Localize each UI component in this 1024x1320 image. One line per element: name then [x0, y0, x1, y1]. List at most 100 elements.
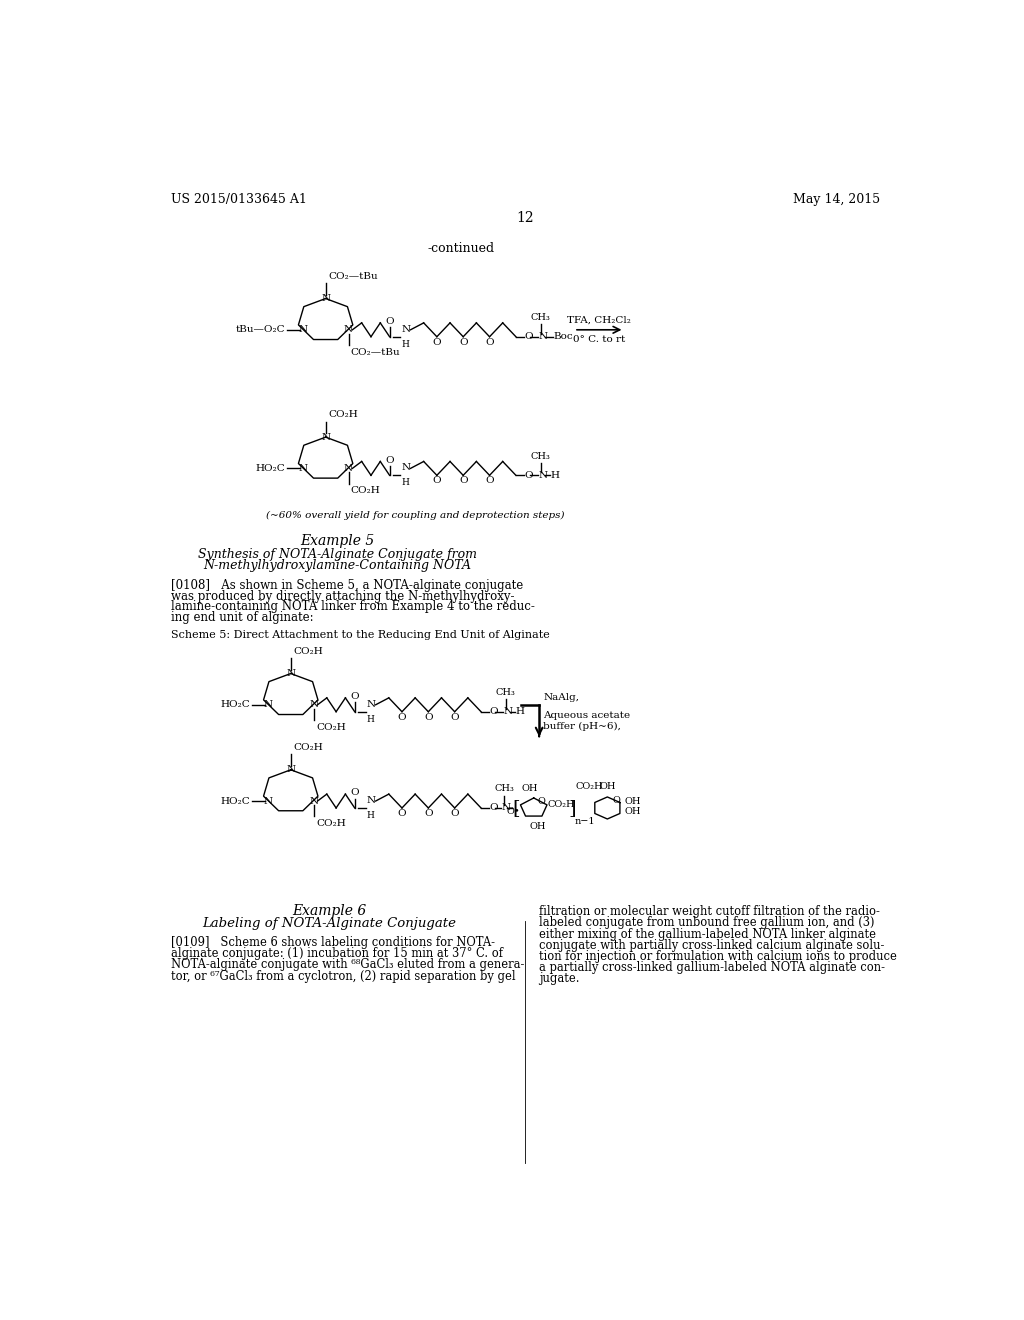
- Text: H: H: [551, 471, 560, 480]
- Text: CO₂H: CO₂H: [548, 800, 575, 809]
- Text: N: N: [401, 463, 411, 473]
- Text: US 2015/0133645 A1: US 2015/0133645 A1: [171, 193, 306, 206]
- Text: Example 6: Example 6: [293, 904, 367, 917]
- Text: N: N: [539, 471, 548, 480]
- Text: O: O: [432, 477, 441, 486]
- Text: N: N: [401, 325, 411, 334]
- Text: N: N: [539, 333, 548, 342]
- Text: O: O: [397, 809, 407, 818]
- Text: O: O: [612, 796, 621, 805]
- Text: May 14, 2015: May 14, 2015: [793, 193, 880, 206]
- Text: 12: 12: [516, 211, 534, 224]
- Text: [0108]   As shown in Scheme 5, a NOTA-alginate conjugate: [0108] As shown in Scheme 5, a NOTA-algi…: [171, 579, 523, 591]
- Text: N: N: [309, 701, 318, 709]
- Text: CO₂H: CO₂H: [293, 647, 323, 656]
- Text: N: N: [367, 700, 376, 709]
- Text: lamine-containing NOTA linker from Example 4 to the reduc-: lamine-containing NOTA linker from Examp…: [171, 601, 535, 614]
- Text: O: O: [459, 338, 468, 347]
- Text: O: O: [424, 809, 433, 818]
- Text: 0° C. to rt: 0° C. to rt: [573, 335, 626, 345]
- Text: O: O: [350, 788, 359, 797]
- Text: tBu—O₂C: tBu—O₂C: [236, 325, 285, 334]
- Text: ]: ]: [568, 799, 577, 817]
- Text: O: O: [397, 713, 407, 722]
- Text: was produced by directly attaching the N-methylhydroxy-: was produced by directly attaching the N…: [171, 590, 514, 603]
- Text: CH₃: CH₃: [495, 784, 514, 793]
- Text: N: N: [286, 669, 295, 678]
- Text: OH: OH: [529, 822, 546, 830]
- Text: CO₂—tBu: CO₂—tBu: [328, 272, 378, 281]
- Text: OH: OH: [625, 797, 641, 807]
- Text: CH₃: CH₃: [530, 313, 551, 322]
- Text: N: N: [322, 294, 330, 304]
- Text: N: N: [344, 463, 353, 473]
- Text: O: O: [485, 338, 494, 347]
- Text: O: O: [451, 809, 459, 818]
- Text: n−1: n−1: [574, 817, 595, 826]
- Text: O•: O•: [506, 808, 520, 816]
- Text: CO₂H: CO₂H: [575, 781, 603, 791]
- Text: N: N: [286, 766, 295, 775]
- Text: filtration or molecular weight cutoff filtration of the radio-: filtration or molecular weight cutoff fi…: [539, 906, 880, 919]
- Text: Synthesis of NOTA-Alginate Conjugate from: Synthesis of NOTA-Alginate Conjugate fro…: [198, 548, 477, 561]
- Text: a partially cross-linked gallium-labeled NOTA alginate con-: a partially cross-linked gallium-labeled…: [539, 961, 885, 974]
- Text: H: H: [367, 810, 374, 820]
- Text: O: O: [489, 804, 499, 813]
- Text: Aqueous acetate: Aqueous acetate: [543, 711, 630, 719]
- Text: OH: OH: [599, 781, 615, 791]
- Text: O: O: [350, 692, 359, 701]
- Text: O: O: [424, 713, 433, 722]
- Text: N: N: [309, 796, 318, 805]
- Text: OH: OH: [625, 808, 641, 816]
- Text: N: N: [322, 433, 330, 442]
- Text: HO₂C: HO₂C: [220, 701, 250, 709]
- Text: N: N: [263, 701, 272, 709]
- Text: (~60% overall yield for coupling and deprotection steps): (~60% overall yield for coupling and dep…: [265, 511, 564, 520]
- Text: CH₃: CH₃: [496, 688, 516, 697]
- Text: tor, or ⁶⁷GaCl₃ from a cyclotron, (2) rapid separation by gel: tor, or ⁶⁷GaCl₃ from a cyclotron, (2) ra…: [171, 970, 515, 982]
- Text: N: N: [298, 463, 307, 473]
- Text: HO₂C: HO₂C: [255, 463, 285, 473]
- Text: CO₂H: CO₂H: [316, 722, 346, 731]
- Text: N: N: [504, 708, 513, 717]
- Text: labeled conjugate from unbound free gallium ion, and (3): labeled conjugate from unbound free gall…: [539, 916, 874, 929]
- Text: N: N: [298, 325, 307, 334]
- Text: N: N: [263, 796, 272, 805]
- Text: O: O: [451, 713, 459, 722]
- Text: O: O: [485, 477, 494, 486]
- Text: -continued: -continued: [428, 242, 495, 255]
- Text: [0109]   Scheme 6 shows labeling conditions for NOTA-: [0109] Scheme 6 shows labeling condition…: [171, 936, 495, 949]
- Text: Labeling of NOTA-Alginate Conjugate: Labeling of NOTA-Alginate Conjugate: [203, 917, 457, 929]
- Text: O: O: [524, 333, 534, 342]
- Text: OH: OH: [521, 784, 538, 792]
- Text: HO₂C: HO₂C: [220, 796, 250, 805]
- Text: CO₂H: CO₂H: [328, 411, 357, 420]
- Text: Boc: Boc: [554, 333, 573, 342]
- Text: H: H: [367, 715, 374, 723]
- Text: N: N: [367, 796, 376, 805]
- Text: O: O: [385, 317, 394, 326]
- Text: O: O: [432, 338, 441, 347]
- Text: either mixing of the gallium-labeled NOTA linker alginate: either mixing of the gallium-labeled NOT…: [539, 928, 876, 941]
- Text: N: N: [502, 804, 511, 813]
- Text: NaAlg,: NaAlg,: [543, 693, 579, 702]
- Text: TFA, CH₂Cl₂: TFA, CH₂Cl₂: [567, 315, 631, 325]
- Text: buffer (pH~6),: buffer (pH~6),: [543, 722, 621, 731]
- Text: H: H: [401, 478, 409, 487]
- Text: Scheme 5: Direct Attachment to the Reducing End Unit of Alginate: Scheme 5: Direct Attachment to the Reduc…: [171, 630, 549, 640]
- Text: Example 5: Example 5: [300, 535, 375, 548]
- Text: O: O: [538, 797, 546, 807]
- Text: CO₂H: CO₂H: [351, 486, 381, 495]
- Text: NOTA-alginate conjugate with ⁶⁸GaCl₃ eluted from a genera-: NOTA-alginate conjugate with ⁶⁸GaCl₃ elu…: [171, 958, 524, 972]
- Text: N-methylhydroxylamine-Containing NOTA: N-methylhydroxylamine-Containing NOTA: [203, 558, 471, 572]
- Text: ing end unit of alginate:: ing end unit of alginate:: [171, 611, 313, 624]
- Text: CO₂H: CO₂H: [316, 818, 346, 828]
- Text: CH₃: CH₃: [530, 451, 551, 461]
- Text: H: H: [401, 339, 409, 348]
- Text: O: O: [459, 477, 468, 486]
- Text: O: O: [385, 455, 394, 465]
- Text: CO₂—tBu: CO₂—tBu: [351, 347, 400, 356]
- Text: O: O: [524, 471, 534, 480]
- Text: CO₂H: CO₂H: [293, 743, 323, 752]
- Text: conjugate with partially cross-linked calcium alginate solu-: conjugate with partially cross-linked ca…: [539, 939, 884, 952]
